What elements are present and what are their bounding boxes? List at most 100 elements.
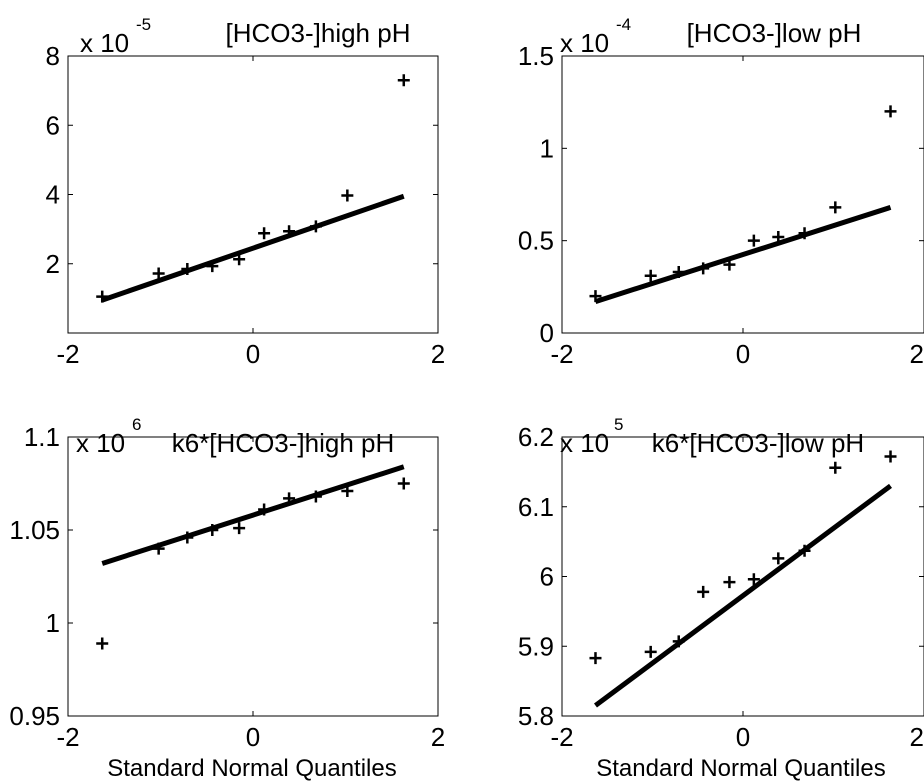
panel-0-exponent-base: x 10 — [80, 28, 129, 58]
panel-3-title: k6*[HCO3-]low pH — [652, 428, 864, 458]
panel-3-data-point — [884, 450, 897, 463]
panel-3-data-point — [672, 635, 685, 648]
panel-3-y-tick-label: 6 — [540, 562, 554, 592]
panel-2-reference-line — [101, 464, 405, 566]
panel-2-data-point — [258, 503, 271, 516]
panel-2-x-tick-label: 0 — [246, 722, 260, 752]
panel-3-x-tick-label: -2 — [550, 722, 573, 752]
panel-2-data-point — [309, 490, 322, 503]
panel-0-x-tick-label: -2 — [56, 339, 79, 369]
panel-3-exponent-base: x 10 — [560, 428, 609, 458]
panel-3-data-point — [772, 552, 785, 565]
panel-2-x-tick-label: 2 — [431, 722, 445, 752]
panel-2-data-point — [152, 542, 165, 555]
panel-3-data-point — [829, 461, 842, 474]
panel-2-y-tick-label: 1 — [46, 608, 60, 638]
panel-0-y-tick-label: 8 — [46, 41, 60, 71]
panel-0-data-point — [397, 74, 410, 87]
panel-3-data-point — [644, 645, 657, 658]
panel-3-reference-line — [593, 483, 893, 708]
panel-1: [HCO3-]low pH x 10 -4 -2 0 200.511.5 — [518, 15, 924, 369]
panel-3-y-tick-label: 6.1 — [518, 492, 554, 522]
panel-2-data-point — [283, 492, 296, 505]
panel-2: k6*[HCO3-]high pH x 10 6 Standard Normal… — [9, 415, 445, 781]
panel-2-data-point — [341, 484, 354, 497]
panel-2-plot-area: -2 0 2 0.95 1 1.05 1.1 — [9, 422, 445, 752]
panel-0-data-point — [258, 227, 271, 240]
panel-1-data-point — [829, 201, 842, 214]
panel-0-y-tick-label: 2 — [46, 249, 60, 279]
panel-1-y-tick-label: 1.5 — [518, 41, 554, 71]
panel-0-data-point — [233, 253, 246, 266]
panel-2-x-axis-label: Standard Normal Quantiles — [107, 755, 396, 781]
panel-3-data-point — [798, 544, 811, 557]
panel-3-data-point — [697, 585, 710, 598]
panel-0-data-point — [96, 290, 109, 303]
panel-1-y-tick-label: 0 — [540, 318, 554, 348]
panel-3-data-point — [723, 576, 736, 589]
panel-0-y-tick-label: 4 — [46, 180, 60, 210]
panel-1-data-point — [884, 105, 897, 118]
panel-3-plot-area: -2 0 2 5.8 5.9 6 6.1 6.2 — [518, 422, 924, 752]
panel-0-reference-line — [101, 193, 405, 303]
panel-3: k6*[HCO3-]low pH x 10 5 Standard Normal … — [518, 415, 924, 781]
panel-1-x-tick-label: -2 — [550, 339, 573, 369]
panel-2-y-tick-label: 1.05 — [9, 515, 60, 545]
panel-1-data-point — [672, 266, 685, 279]
panel-0-exponent: -5 — [136, 15, 151, 34]
panel-1-data-point — [589, 290, 602, 303]
panel-1-data-point — [747, 234, 760, 247]
panel-0-data-point — [283, 225, 296, 238]
panel-0-title: [HCO3-]high pH — [226, 18, 411, 48]
panel-3-y-tick-label: 5.8 — [518, 701, 554, 731]
panel-1-exponent: -4 — [616, 15, 631, 34]
panel-3-data-point — [589, 652, 602, 665]
panel-0-x-tick-label: 0 — [246, 339, 260, 369]
panel-0-data-point — [309, 220, 322, 233]
panel-2-data-point — [206, 524, 219, 536]
panel-2-data-point — [233, 522, 246, 535]
panel-1-x-tick-label: 0 — [736, 339, 750, 369]
panel-2-data-point — [181, 531, 194, 544]
panel-3-x-tick-label: 2 — [910, 722, 924, 752]
panel-2-y-tick-label: 1.1 — [24, 422, 60, 452]
panel-0-data-point — [152, 267, 165, 280]
panel-1-data-point — [798, 227, 811, 240]
panel-0: [HCO3-]high pH x 10 -5 -2 0 2 2 4 6 8 — [46, 15, 446, 369]
panel-3-x-axis-label: Standard Normal Quantiles — [596, 755, 885, 781]
panel-0-plot-area: -2 0 2 2 4 6 8 — [46, 41, 446, 369]
panel-2-data-point — [397, 477, 410, 490]
panel-1-y-tick-label: 1 — [540, 133, 554, 163]
panel-1-title: [HCO3-]low pH — [687, 18, 862, 48]
panel-1-data-point — [697, 262, 710, 275]
panel-3-data-point — [747, 573, 760, 586]
panel-0-data-point — [341, 189, 354, 202]
panel-2-data-point — [96, 637, 109, 650]
panel-1-data-point — [644, 269, 657, 282]
panel-1-y-tick-label: 0.5 — [518, 226, 554, 256]
panel-3-exponent: 5 — [614, 415, 623, 434]
panel-2-x-tick-label: -2 — [56, 722, 79, 752]
panel-3-y-tick-label: 6.2 — [518, 422, 554, 452]
panel-2-exponent-label: x 10 6 — [76, 415, 141, 458]
panel-1-exponent-base: x 10 — [560, 28, 609, 58]
panel-3-exponent-label: x 10 5 — [560, 415, 623, 458]
panel-2-title: k6*[HCO3-]high pH — [172, 428, 395, 458]
panel-2-exponent-base: x 10 — [76, 428, 125, 458]
panel-3-x-tick-label: 0 — [736, 722, 750, 752]
panel-1-data-point — [772, 230, 785, 243]
panel-1-reference-line — [594, 205, 892, 304]
panel-0-exponent-label: x 10 -5 — [80, 15, 151, 58]
panel-1-plot-area: -2 0 200.511.5 — [518, 41, 924, 369]
panel-0-y-tick-label: 6 — [46, 110, 60, 140]
panel-1-exponent-label: x 10 -4 — [560, 15, 631, 58]
panel-1-x-tick-label: 2 — [910, 339, 924, 369]
panel-3-y-tick-label: 5.9 — [518, 631, 554, 661]
panel-1-data-point — [723, 258, 736, 271]
panel-0-data-point — [206, 260, 219, 273]
panel-0-x-tick-label: 2 — [431, 339, 445, 369]
panel-2-y-tick-label: 0.95 — [9, 701, 60, 731]
panel-2-exponent: 6 — [132, 415, 141, 434]
